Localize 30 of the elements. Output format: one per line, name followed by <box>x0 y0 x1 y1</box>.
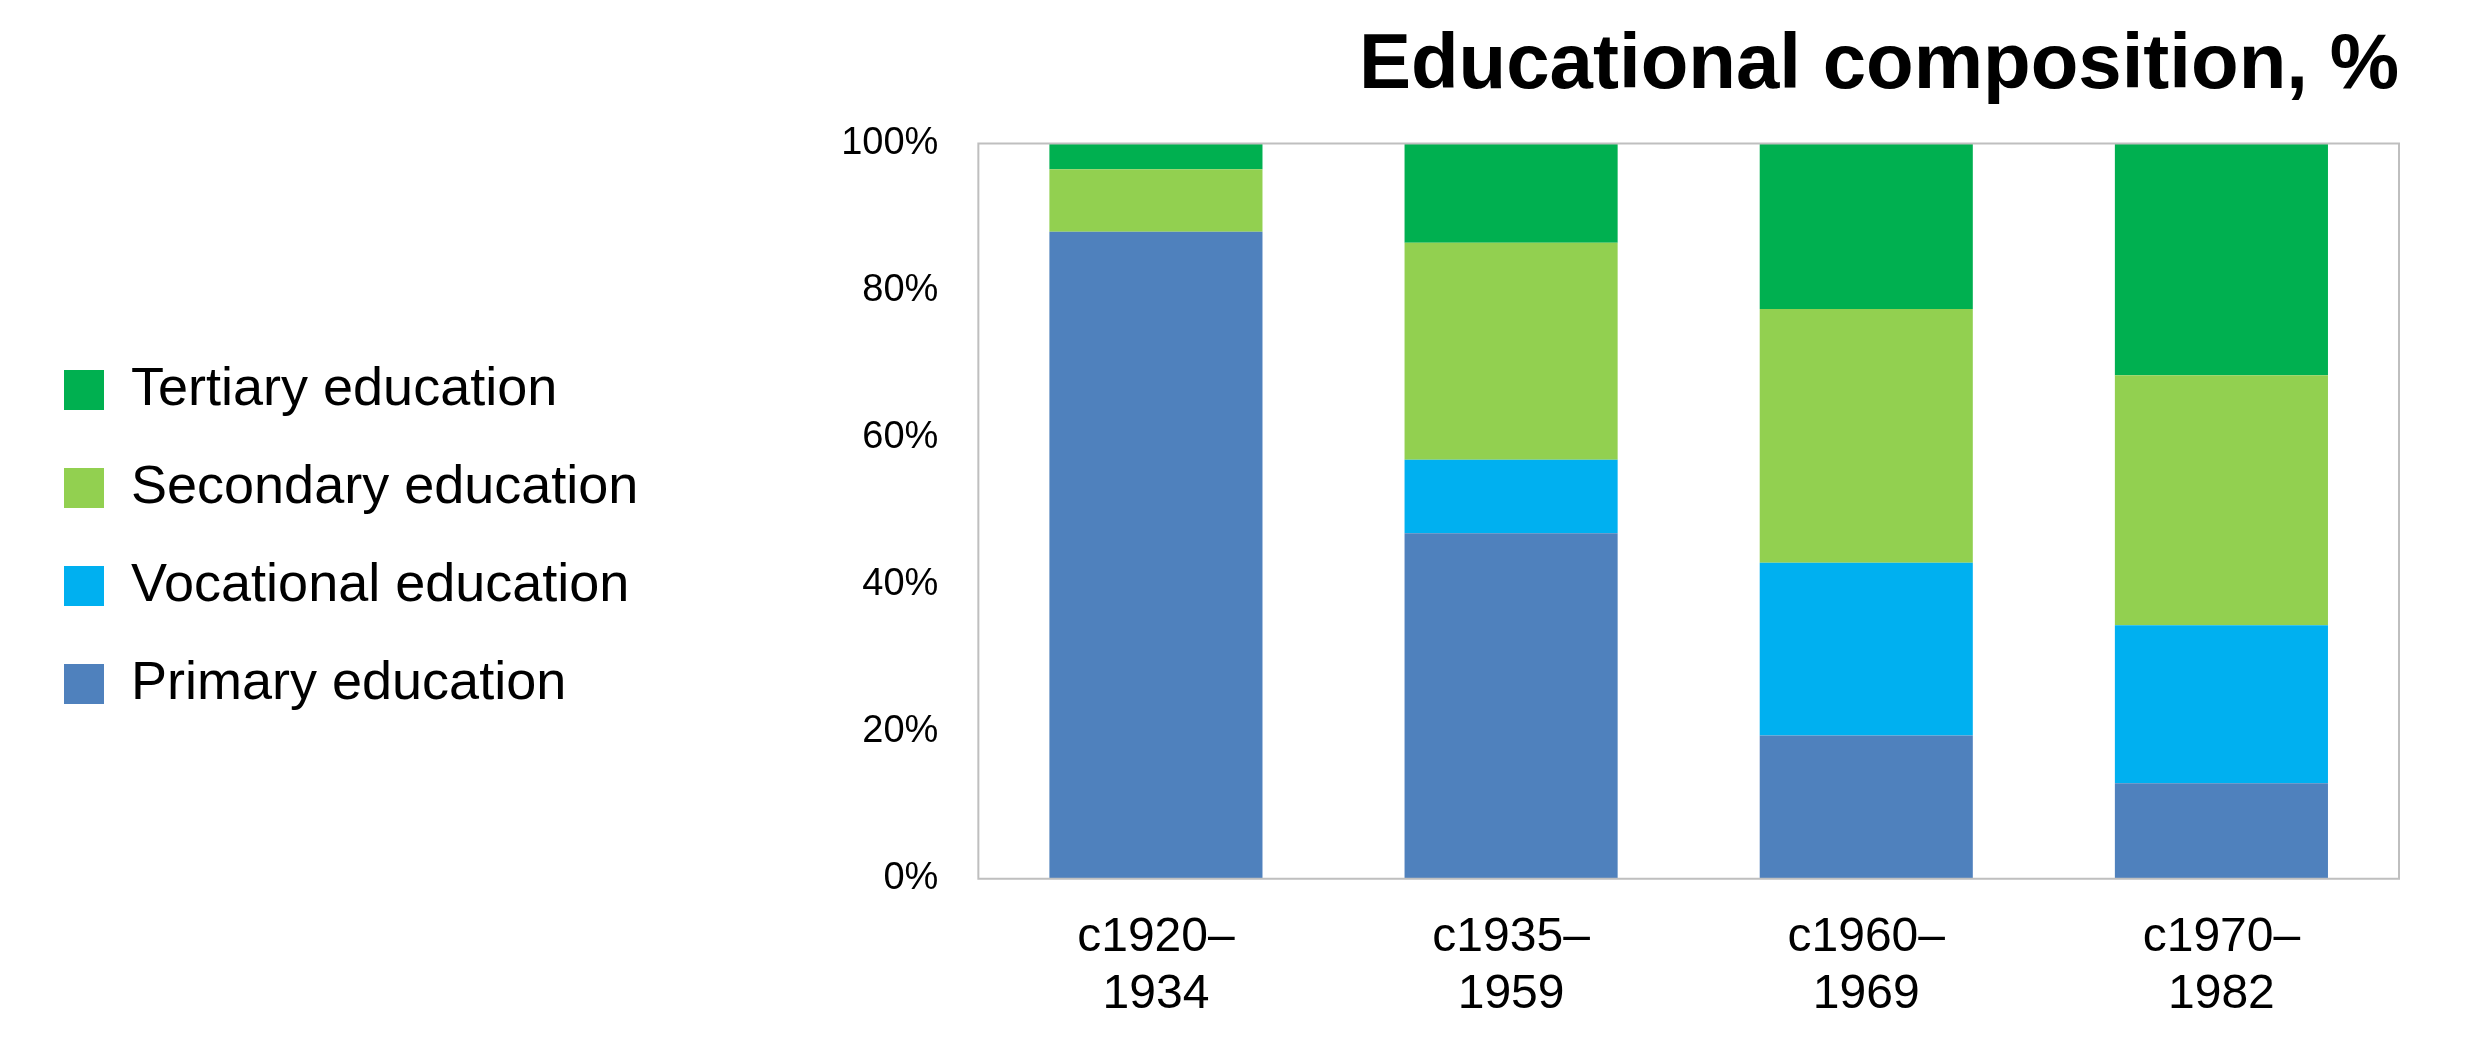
legend-label: Vocational education <box>131 551 630 612</box>
bar <box>2114 375 2328 626</box>
chart-title: Educational composition, % <box>1358 17 2399 106</box>
legend-label: Tertiary education <box>131 355 558 416</box>
bar <box>1049 231 1263 879</box>
bar <box>1049 143 1263 170</box>
bar <box>1404 143 1618 243</box>
y-tick-label: 40% <box>862 561 939 604</box>
x-tick-label: c1960–1969 <box>1787 907 1946 1019</box>
bar <box>2114 625 2328 784</box>
legend-label: Primary education <box>131 649 567 710</box>
legend-label: Secondary education <box>131 453 639 514</box>
x-tick-label: c1935–1959 <box>1432 907 1591 1019</box>
bar <box>1404 533 1618 879</box>
x-tick-label: c1920–1934 <box>1077 907 1235 1019</box>
y-tick-label: 60% <box>862 414 939 457</box>
y-tick-label: 20% <box>862 708 939 751</box>
bar <box>1049 169 1263 232</box>
bar <box>2114 783 2328 879</box>
bar <box>1759 309 1973 563</box>
bar <box>1759 143 1973 310</box>
y-tick-label: 80% <box>862 267 939 310</box>
bar <box>1759 735 1973 879</box>
bar <box>1404 242 1618 460</box>
x-tick-label: c1970–1982 <box>2142 907 2301 1019</box>
bar <box>1404 459 1618 534</box>
y-tick-label: 100% <box>841 120 939 163</box>
bar <box>2114 143 2328 376</box>
bar <box>1759 562 1973 736</box>
y-tick-label: 0% <box>883 855 939 898</box>
